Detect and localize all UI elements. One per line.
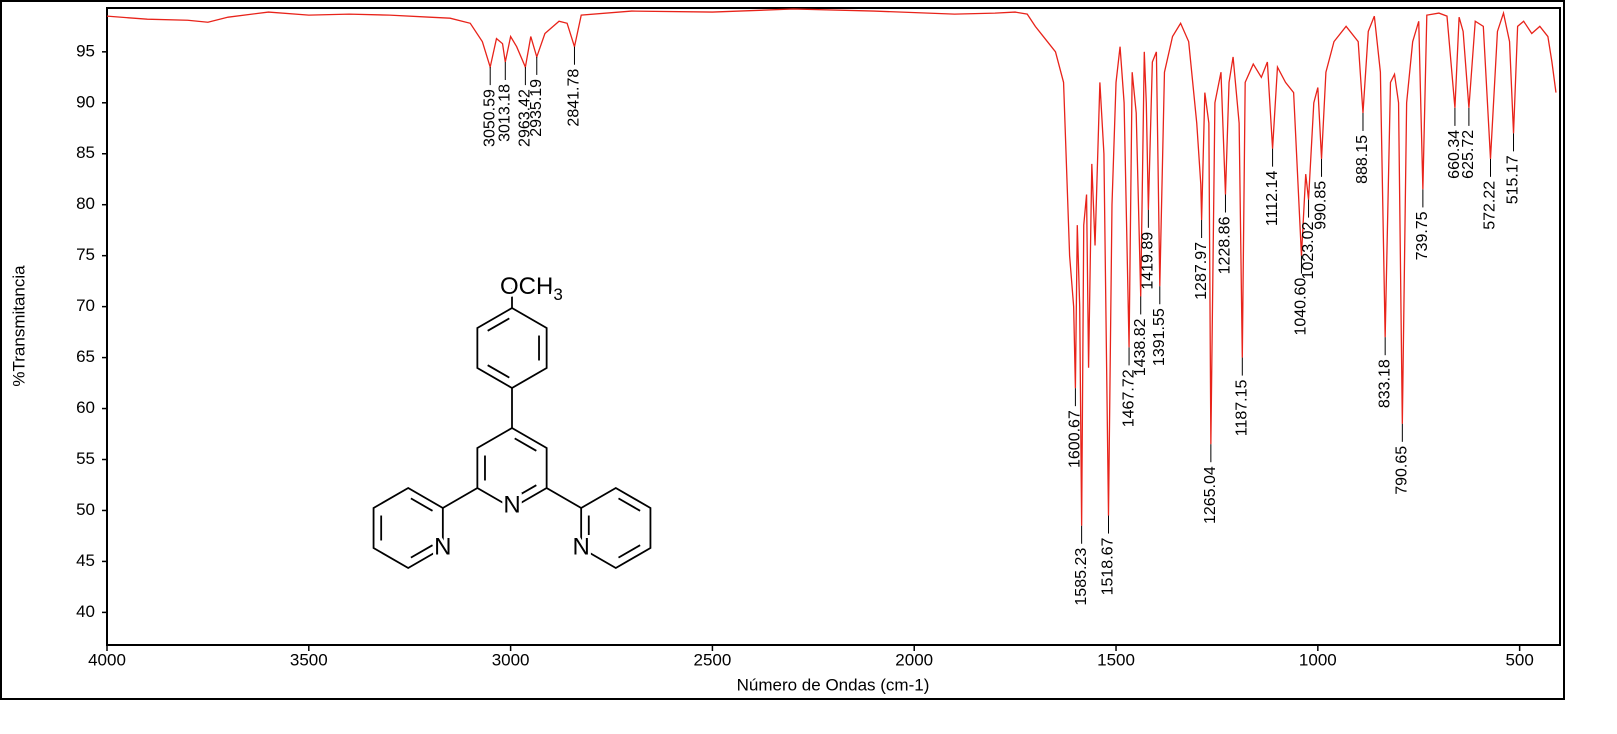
spectrum-line [106,8,1557,526]
peak-label: 1187.15 [1234,379,1251,436]
double-bond [618,497,641,512]
y-tick-label: 70 [76,296,95,315]
substituent-subscript: 3 [553,285,562,304]
peak-label: 833.18 [1376,359,1393,408]
substituent: OCH3 [500,273,563,304]
peak-label: 739.75 [1414,211,1431,260]
double-bond [410,497,433,512]
substituent-text: OCH [500,273,553,300]
double-bond [487,317,510,332]
double-bond [514,437,537,452]
peak-label: 660.34 [1446,130,1463,179]
x-tick-label: 1500 [1097,650,1135,669]
peak-label: 2841.78 [566,69,583,127]
peak-label: 1438.82 [1132,318,1149,376]
peak-label: 1467.72 [1120,369,1137,427]
peak-label: 1391.55 [1151,308,1168,366]
peak-label: 1419.89 [1140,232,1157,290]
y-tick-label: 40 [76,602,95,621]
peak-label: 1040.60 [1293,278,1310,336]
x-tick-label: 2500 [694,650,732,669]
ring [580,486,652,570]
y-tick-label: 80 [76,194,95,213]
bond [442,487,478,509]
peak-label: 1112.14 [1264,171,1281,227]
peak-label: 2963.42 [517,89,534,147]
peak-label: 1023.02 [1300,222,1317,280]
y-axis-label: %Transmitancia [9,265,28,387]
outer-border [0,0,1565,700]
double-bond [410,544,433,559]
peak-label: 990.85 [1313,181,1330,230]
y-tick-label: 65 [76,347,95,366]
peak-label: 1287.97 [1193,242,1210,300]
peak-label: 515.17 [1505,155,1522,204]
double-bond [487,364,510,379]
ring [476,426,548,510]
y-tick-label: 75 [76,245,95,264]
peak-label: 2935.19 [528,79,545,137]
y-tick-label: 55 [76,449,95,468]
peak-label: 3050.59 [481,89,498,147]
ring [476,306,548,390]
y-tick-label: 95 [76,41,95,60]
molecule: N N N [372,288,652,570]
peak-label: 790.65 [1394,446,1411,495]
y-tick-label: 60 [76,398,95,417]
peak-label: 625.72 [1460,130,1477,179]
peak-label: 3013.18 [497,84,514,142]
peak-label: 1265.04 [1202,466,1219,524]
peak-label: 1585.23 [1073,548,1090,606]
x-tick-label: 3000 [492,650,530,669]
nitrogen-atom: N [434,533,451,560]
x-tick-label: 2000 [895,650,933,669]
x-tick-label: 4000 [88,650,126,669]
x-tick-label: 500 [1505,650,1533,669]
double-bond [514,484,537,499]
peak-label: 1600.67 [1067,410,1084,468]
nitrogen-atom: N [503,491,520,518]
x-tick-label: 3500 [290,650,328,669]
y-tick-label: 50 [76,500,95,519]
peak-label: 1228.86 [1217,216,1234,274]
peak-label: 1518.67 [1100,537,1117,595]
ring [372,486,444,570]
bond [546,487,582,509]
peak-label: 572.22 [1482,181,1499,230]
y-tick-label: 45 [76,551,95,570]
y-tick-label: 90 [76,92,95,111]
plot-frame [106,7,1561,646]
peak-label: 888.15 [1354,135,1371,184]
x-axis-label: Número de Ondas (cm-1) [737,675,930,694]
nitrogen-atom: N [573,533,590,560]
x-tick-label: 1000 [1299,650,1337,669]
double-bond [618,544,641,559]
y-tick-label: 85 [76,143,95,162]
